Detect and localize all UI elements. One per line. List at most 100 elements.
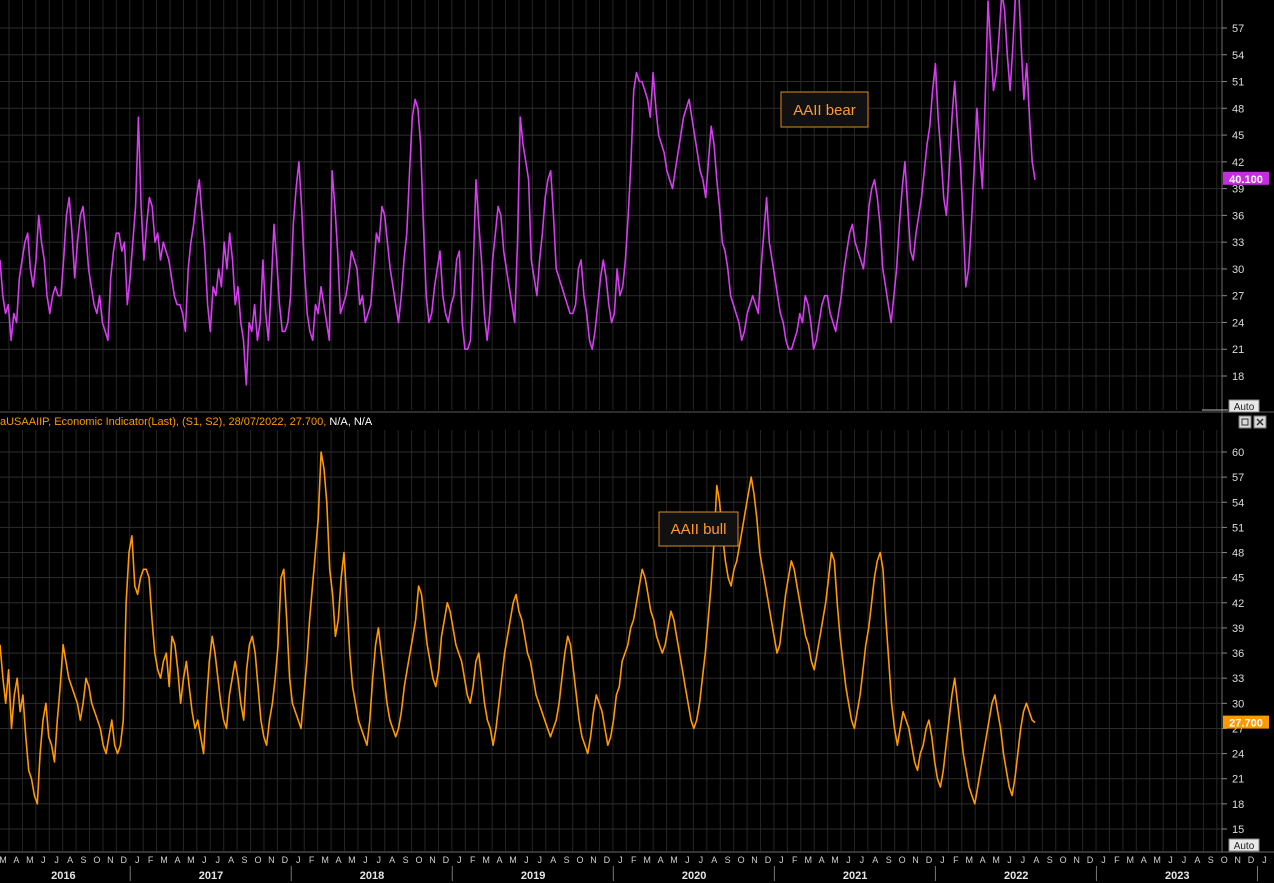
x-month-label: J [1007, 855, 1012, 865]
bull-annotation: AAII bull [658, 511, 739, 547]
x-month-label: A [1033, 855, 1039, 865]
x-month-label: A [872, 855, 878, 865]
x-year-label: 2017 [199, 870, 223, 882]
x-month-label: N [1234, 855, 1241, 865]
x-month-label: N [590, 855, 597, 865]
y-tick-label: 51 [1232, 77, 1244, 89]
top-auto-button-bg[interactable] [1228, 399, 1260, 413]
restore-icon-glyph [1241, 418, 1249, 426]
x-month-label: M [321, 855, 329, 865]
x-year-label: 2018 [360, 870, 384, 882]
x-month-label: O [738, 855, 745, 865]
x-month-label: A [819, 855, 825, 865]
bear-last-value-badge: 40.100 [1223, 171, 1269, 186]
bottom-auto-button[interactable]: Auto [1228, 838, 1260, 852]
x-month-label: J [54, 855, 59, 865]
x-month-label: F [631, 855, 637, 865]
x-month-label: M [804, 855, 812, 865]
y-tick-label: 39 [1232, 184, 1244, 196]
y-tick-label: 36 [1232, 648, 1244, 660]
y-tick-label: 24 [1232, 749, 1244, 761]
restore-icon-bg[interactable] [1238, 415, 1252, 429]
x-month-label: O [899, 855, 906, 865]
close-icon[interactable] [1253, 415, 1267, 429]
y-tick-label: 36 [1232, 210, 1244, 222]
x-month-label: J [215, 855, 220, 865]
x-month-label: N [1073, 855, 1080, 865]
x-month-label: S [403, 855, 409, 865]
y-tick-label: 57 [1232, 472, 1244, 484]
x-month-label: F [309, 855, 315, 865]
x-month-label: D [1087, 855, 1094, 865]
x-month-label: A [1141, 855, 1147, 865]
y-tick-label: 57 [1232, 23, 1244, 35]
x-month-label: N [268, 855, 275, 865]
y-tick-label: 45 [1232, 130, 1244, 142]
x-month-label: M [482, 855, 490, 865]
x-month-label: M [0, 855, 7, 865]
x-month-label: A [67, 855, 73, 865]
x-month-label: A [497, 855, 503, 865]
y-tick-label: 54 [1232, 497, 1244, 509]
x-month-label: O [577, 855, 584, 865]
restore-icon[interactable] [1238, 415, 1252, 429]
x-month-label: J [41, 855, 46, 865]
top-y-axis: 18 21 24 27 30 33 36 39 42 45 48 51 54 57 [1222, 23, 1244, 383]
x-month-label: J [1262, 855, 1267, 865]
x-month-label: D [765, 855, 772, 865]
x-month-label: J [618, 855, 623, 865]
y-tick-label: 54 [1232, 50, 1244, 62]
x-month-label: J [685, 855, 690, 865]
x-month-label: M [187, 855, 195, 865]
x-month-label: D [926, 855, 933, 865]
legend-na-text: N/A, N/A [329, 416, 372, 428]
bear-series-line [0, 0, 1036, 386]
x-month-label: S [886, 855, 892, 865]
x-month-label: A [389, 855, 395, 865]
x-month-label: A [174, 855, 180, 865]
x-month-label: D [604, 855, 611, 865]
bottom-auto-button-bg[interactable] [1228, 838, 1260, 852]
y-tick-label: 33 [1232, 673, 1244, 685]
x-month-label: N [751, 855, 758, 865]
x-month-label: M [643, 855, 651, 865]
x-month-label: M [670, 855, 678, 865]
x-month-label: D [443, 855, 450, 865]
bear-annotation: AAII bear [780, 91, 869, 128]
y-tick-label: 18 [1232, 799, 1244, 811]
bottom-panel-grid [0, 430, 1222, 851]
x-month-label: N [429, 855, 436, 865]
y-tick-label: 15 [1232, 824, 1244, 836]
x-month-label: J [1182, 855, 1187, 865]
x-month-label: J [538, 855, 543, 865]
x-month-label: A [550, 855, 556, 865]
x-month-label: M [1153, 855, 1161, 865]
x-month-label: F [470, 855, 476, 865]
x-month-label: M [160, 855, 168, 865]
x-month-label: D [282, 855, 289, 865]
top-auto-button[interactable]: Auto [1228, 399, 1260, 413]
x-month-label: D [1248, 855, 1255, 865]
x-month-label: A [228, 855, 234, 865]
y-tick-label: 30 [1232, 264, 1244, 276]
x-month-label: A [980, 855, 986, 865]
x-month-label: J [860, 855, 865, 865]
y-tick-label: 21 [1232, 774, 1244, 786]
bull-annotation-text: AAII bull [671, 521, 727, 538]
y-tick-label: 30 [1232, 698, 1244, 710]
x-month-label: J [846, 855, 851, 865]
x-month-label: M [831, 855, 839, 865]
y-tick-label: 21 [1232, 344, 1244, 356]
x-month-label: F [792, 855, 798, 865]
x-month-label: J [377, 855, 382, 865]
x-month-label: S [1208, 855, 1214, 865]
x-year-label: 2022 [1004, 870, 1028, 882]
x-year-label: 2016 [51, 870, 75, 882]
bull-series-line [0, 451, 1036, 805]
x-month-label: D [121, 855, 128, 865]
close-icon-x2 [1256, 418, 1264, 426]
bear-badge-text: 40.100 [1229, 174, 1263, 186]
y-tick-label: 48 [1232, 548, 1244, 560]
x-month-label: M [348, 855, 356, 865]
